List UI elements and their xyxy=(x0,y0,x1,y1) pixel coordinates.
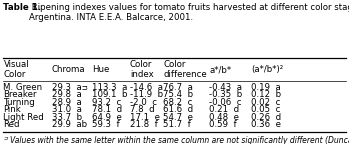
Text: 59.3  f: 59.3 f xyxy=(92,120,120,129)
Text: Chroma: Chroma xyxy=(52,65,85,74)
Text: M. Green: M. Green xyxy=(3,83,43,92)
Text: 76.7  a: 76.7 a xyxy=(163,83,193,92)
Text: 0.59  f: 0.59 f xyxy=(209,120,237,129)
Text: 0.12  b: 0.12 b xyxy=(251,90,281,99)
Text: -14.6  a: -14.6 a xyxy=(130,83,163,92)
Text: 33.7  b: 33.7 b xyxy=(52,113,82,122)
Text: -0.43  a: -0.43 a xyxy=(209,83,243,92)
Text: 0.48  e: 0.48 e xyxy=(209,113,239,122)
Text: ᴝ: ᴝ xyxy=(3,136,8,141)
Text: 113.3  a: 113.3 a xyxy=(92,83,128,92)
Text: 78.1  d: 78.1 d xyxy=(92,105,122,114)
Text: 93.2  c: 93.2 c xyxy=(92,98,122,107)
Text: Red: Red xyxy=(3,120,20,129)
Text: 29.3  aᴝ: 29.3 aᴝ xyxy=(52,83,88,92)
Text: 31.0  a: 31.0 a xyxy=(52,105,82,114)
Text: -2.0  c: -2.0 c xyxy=(130,98,157,107)
Text: Color
index: Color index xyxy=(130,60,154,79)
Text: 7.8  d: 7.8 d xyxy=(130,105,155,114)
Text: 64.9  e: 64.9 e xyxy=(92,113,122,122)
Text: Hue: Hue xyxy=(92,65,110,74)
Text: -11.9  b: -11.9 b xyxy=(130,90,163,99)
Text: -0.06  c: -0.06 c xyxy=(209,98,242,107)
Text: 0.26  d: 0.26 d xyxy=(251,113,281,122)
Text: Light Red: Light Red xyxy=(3,113,44,122)
Text: 29.8  a: 29.8 a xyxy=(52,90,81,99)
Text: 51.7  f: 51.7 f xyxy=(163,120,191,129)
Text: Turning: Turning xyxy=(3,98,35,107)
Text: 61.6  d: 61.6 d xyxy=(163,105,193,114)
Text: 0.36  e: 0.36 e xyxy=(251,120,281,129)
Text: 17.1  e: 17.1 e xyxy=(130,113,160,122)
Text: 0.02  c: 0.02 c xyxy=(251,98,281,107)
Text: 21.8  f: 21.8 f xyxy=(130,120,158,129)
Text: Breaker: Breaker xyxy=(3,90,37,99)
Text: 109.1  b: 109.1 b xyxy=(92,90,128,99)
Text: -0.35  b: -0.35 b xyxy=(209,90,243,99)
Text: Values with the same letter within the same column are not significantly differe: Values with the same letter within the s… xyxy=(10,136,349,144)
Text: 54.7  e: 54.7 e xyxy=(163,113,193,122)
Text: 0.21  d: 0.21 d xyxy=(209,105,239,114)
Text: 0.19  a: 0.19 a xyxy=(251,83,281,92)
Text: Pink: Pink xyxy=(3,105,21,114)
Text: 28.9  a: 28.9 a xyxy=(52,98,81,107)
Text: a*/b*: a*/b* xyxy=(209,65,231,74)
Text: Table 1.: Table 1. xyxy=(3,3,42,12)
Text: Visual
Color: Visual Color xyxy=(3,60,29,79)
Text: 75.4  b: 75.4 b xyxy=(163,90,193,99)
Text: Ripening indexes values for tomato fruits harvested at different color stages. B: Ripening indexes values for tomato fruit… xyxy=(29,3,349,22)
Text: 0.05  c: 0.05 c xyxy=(251,105,281,114)
Text: 29.9  ab: 29.9 ab xyxy=(52,120,87,129)
Text: (a*/b*)²: (a*/b*)² xyxy=(251,65,283,74)
Text: Color
difference: Color difference xyxy=(163,60,207,79)
Text: 68.2  c: 68.2 c xyxy=(163,98,193,107)
